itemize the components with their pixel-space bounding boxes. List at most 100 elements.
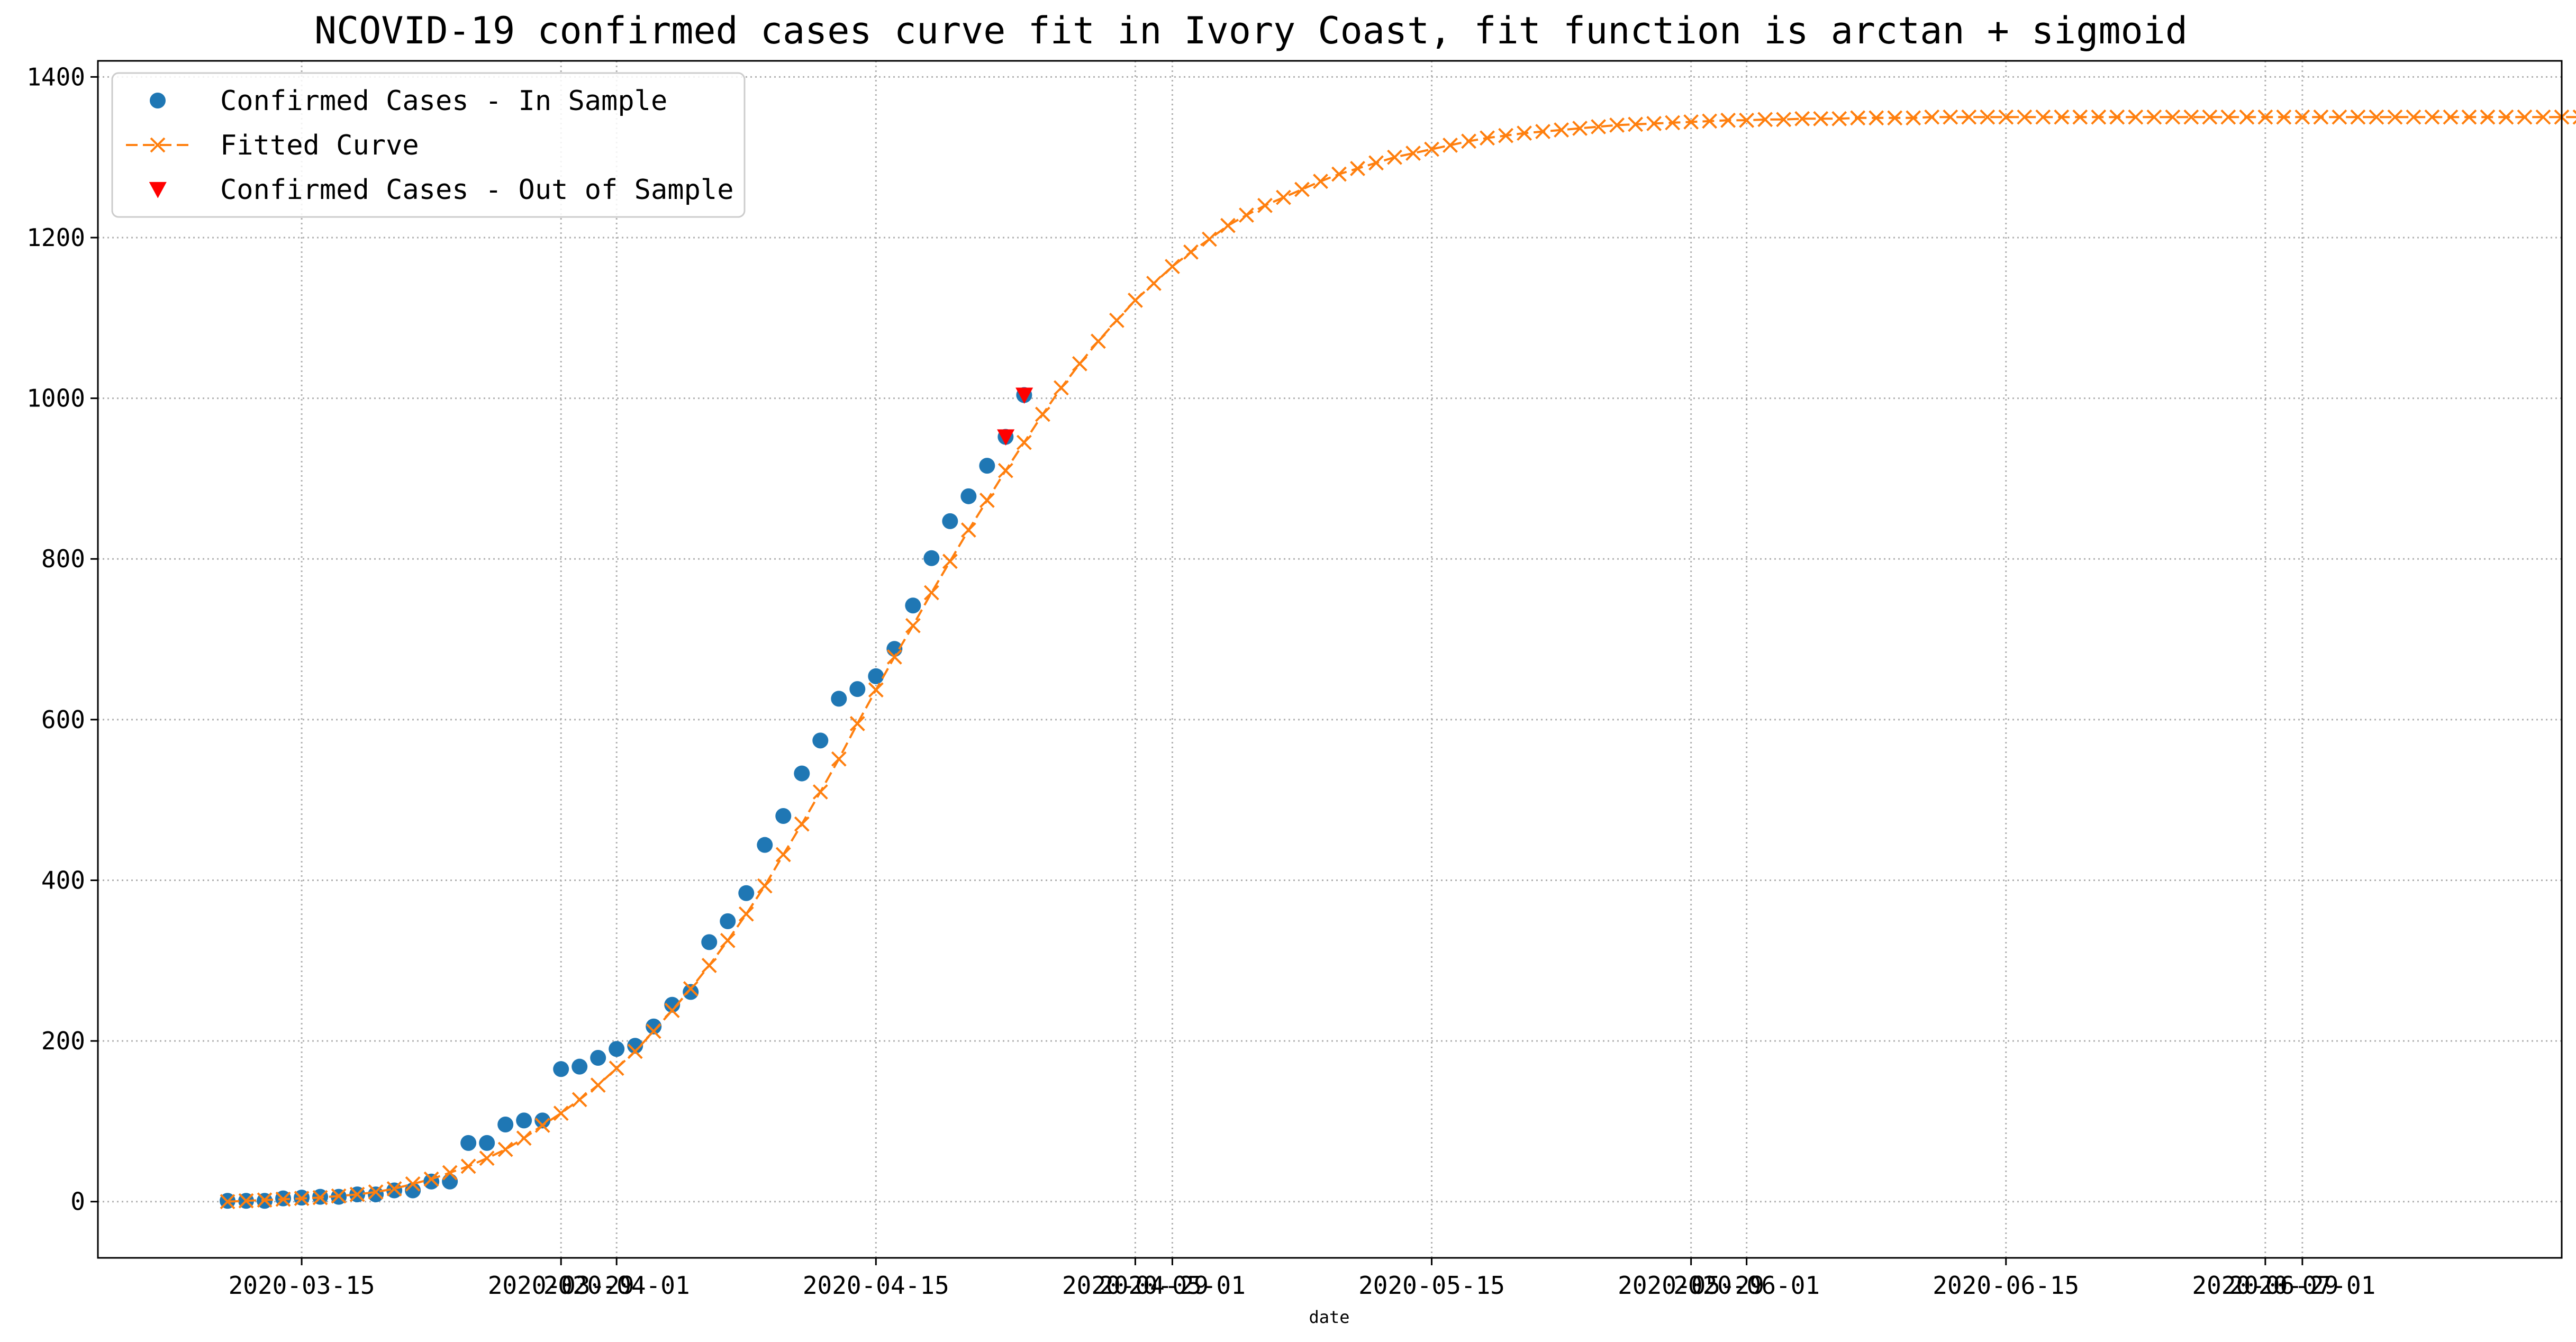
in-sample-point [386,1182,403,1199]
x-tick-label: 2020-04-01 [543,1271,690,1300]
fitted-curve-marker [534,1118,550,1133]
fitted-curve-marker [2387,109,2403,125]
y-tick-label: 800 [41,545,85,573]
fitted-curve-marker [1554,122,1570,138]
x-tick-label: 2020-03-15 [229,1271,375,1300]
legend-label: Fitted Curve [220,130,419,161]
fitted-curve-marker [1776,112,1792,128]
legend-box [111,72,746,218]
fitted-curve-marker [1961,109,1977,125]
y-tick-label: 1000 [26,384,85,413]
fitted-curve-marker [553,1105,569,1121]
fitted-curve-marker [664,1003,680,1018]
fitted-curve-marker [572,1092,587,1108]
fitted-curve-marker [2072,109,2088,125]
fitted-curve-marker [590,1077,606,1093]
in-sample-point [775,808,792,824]
fitted-curve-marker [683,981,699,996]
x-tick-label: 2020-07-01 [2229,1271,2375,1300]
fitted-curve-marker [979,492,995,508]
in-sample-point [627,1038,643,1054]
fitted-curve-marker [294,1191,310,1207]
fitted-curve-marker [1109,312,1124,328]
in-sample-point [516,1112,532,1129]
fitted-curve-marker [1313,174,1328,189]
fitted-curve-marker [1128,292,1143,308]
fitted-curve-marker [1146,276,1162,291]
fitted-curve-marker [1924,109,1940,125]
fitted-curve-marker [497,1141,513,1157]
fitted-curve-marker [2313,109,2329,125]
fitted-curve-marker [1331,166,1347,182]
fitted-curve-marker [1702,113,1718,129]
fitted-curve-marker [1813,111,1829,126]
y-tick-label: 1200 [26,223,85,252]
legend-entry: Confirmed Cases - Out of Sample [149,174,734,206]
fitted-curve-marker [275,1191,291,1207]
x-axis-label: date [1309,1307,1349,1327]
y-tick-label: 200 [41,1027,85,1055]
legend-swatch-marker [150,93,166,108]
chart-title: NCOVID-19 confirmed cases curve fit in I… [314,9,2188,52]
x-tick-label: 2020-05-15 [1358,1271,1505,1300]
fitted-curve-marker [960,522,976,538]
in-sample-point [572,1058,588,1075]
fitted-curve-marker [368,1184,384,1200]
fitted-curve-marker [1294,182,1310,197]
fitted-curve-marker [2443,109,2459,125]
in-sample-point [442,1173,458,1190]
series-group [997,387,1033,446]
fitted-curve-marker [2257,109,2273,125]
x-tick-label: 2020-06-01 [1673,1271,1820,1300]
axis-ticks: 0 200 400 600 800 1000 1200 1400 2020-03-15 2020-… [26,62,2375,1300]
x-tick-label: 2020-05-29 [1618,1271,1764,1300]
fitted-curve-marker [2424,109,2440,125]
fitted-curve-marker [2220,109,2236,125]
in-sample-point [368,1186,384,1203]
plot-area-frame [97,60,2563,1259]
fitted-curve-marker [794,816,810,832]
in-sample-point [812,732,829,749]
fitted-curve-marker [2498,109,2514,125]
fitted-curve-marker [1461,133,1476,149]
fitted-curve-marker [257,1192,273,1208]
fitted-curve-marker [2276,109,2292,125]
fitted-curve-marker [2054,109,2070,125]
fitted-curve-marker [1591,119,1607,134]
fitted-curve-marker [1202,231,1217,247]
x-tick-label: 2020-04-15 [803,1271,949,1300]
fitted-curve-marker [405,1176,421,1192]
fitted-curve-marker [2332,109,2347,125]
fitted-curve-marker [1998,109,2014,125]
in-sample-point [979,458,995,474]
in-sample-point [460,1135,477,1151]
fitted-curve-marker [442,1165,458,1181]
x-tick-label: 2020-04-29 [1062,1271,1209,1300]
in-sample-point [942,513,958,529]
legend-label: Confirmed Cases - In Sample [220,85,667,117]
fitted-curve-marker [942,554,958,569]
fitted-curve-marker [2109,109,2125,125]
fitted-curve-marker [1628,116,1644,132]
legend-label: Confirmed Cases - Out of Sample [220,174,734,206]
fitted-curve-marker [609,1060,624,1076]
legend: Confirmed Cases - In Sample Fitted Curve C… [111,72,746,218]
fitted-curve-marker [831,751,847,767]
y-tick-label: 600 [41,705,85,734]
fitted-curve-marker [460,1158,476,1174]
in-sample-point [923,550,940,566]
fitted-curve-marker [757,878,773,894]
in-sample-point [757,837,773,853]
fitted-curve-marker [1757,112,1773,128]
fitted-curve-marker [1831,111,1847,126]
grid-lines [98,61,2562,1258]
fitted-curve-marker [1980,109,1996,125]
fitted-curve-marker [720,932,736,948]
series-group [220,109,2576,1210]
fitted-curve-marker [2165,109,2181,125]
fitted-curve-marker [1720,112,1736,128]
fitted-curve-marker [775,847,791,863]
fitted-curve-marker [220,1194,235,1210]
fitted-curve-marker [349,1186,365,1202]
